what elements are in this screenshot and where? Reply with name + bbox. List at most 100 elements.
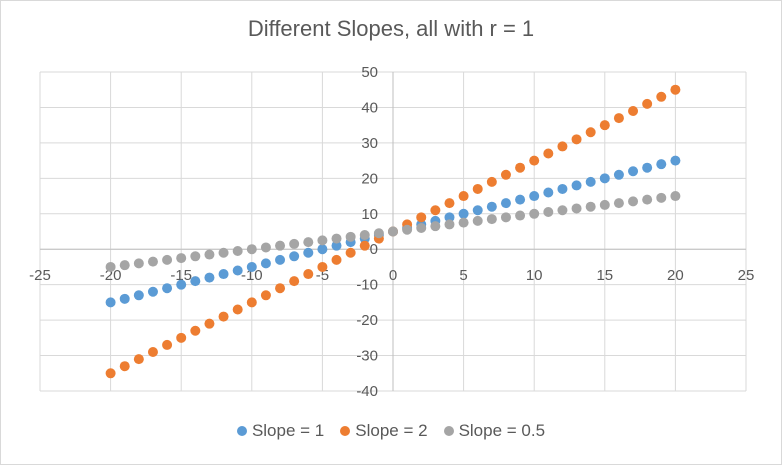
data-point (628, 196, 639, 207)
data-point (388, 226, 398, 237)
data-point (204, 272, 215, 283)
data-point (486, 214, 497, 225)
data-point (190, 325, 201, 336)
data-point (246, 244, 257, 255)
x-tick-label: -5 (316, 267, 329, 284)
data-point (642, 98, 653, 109)
data-point (373, 228, 384, 239)
legend-item: Slope = 0.5 (443, 421, 546, 441)
data-point (656, 159, 667, 170)
data-series (105, 84, 681, 379)
data-point (670, 191, 681, 202)
legend-marker (443, 426, 454, 436)
data-point (218, 247, 229, 258)
data-point (133, 258, 144, 269)
legend-label: Slope = 2 (355, 421, 428, 440)
data-point (218, 269, 229, 280)
legend-marker (340, 426, 351, 436)
data-point (232, 245, 243, 256)
data-point (656, 91, 667, 102)
series-3 (105, 191, 681, 272)
data-point (246, 297, 257, 308)
x-tick-label: 10 (526, 267, 543, 284)
data-point (119, 361, 130, 372)
data-point (176, 332, 187, 343)
data-point (444, 219, 455, 230)
legend-label: Slope = 0.5 (458, 421, 546, 440)
y-tick-label: 50 (361, 64, 378, 81)
data-point (557, 205, 568, 216)
data-point (486, 176, 497, 187)
data-point (331, 240, 342, 251)
data-point (416, 222, 427, 233)
data-point (430, 221, 441, 232)
data-point (246, 261, 257, 272)
data-point (345, 247, 356, 258)
data-point (656, 192, 667, 203)
data-point (571, 134, 582, 145)
y-tick-label: 20 (361, 170, 378, 187)
data-point (119, 293, 130, 304)
data-point (571, 203, 582, 214)
data-point (133, 354, 144, 365)
data-point (359, 240, 370, 251)
data-point (444, 212, 455, 223)
y-tick-label: -10 (356, 277, 378, 294)
data-point (133, 290, 144, 301)
x-tick-label: 15 (596, 267, 613, 284)
data-point (642, 162, 653, 173)
data-point (289, 251, 300, 262)
data-point (162, 339, 173, 350)
data-point (402, 224, 413, 235)
data-point (289, 276, 300, 287)
data-point (543, 187, 554, 198)
data-point (303, 247, 314, 258)
data-point (289, 238, 300, 249)
data-point (543, 207, 554, 218)
data-point (585, 127, 596, 138)
tick-labels: -25 -20 -15 -10 -5 0 5 10 15 20 25 -40 -30 -20 -10 0 10 2… (29, 64, 754, 400)
data-point (472, 183, 483, 194)
y-tick-label: -20 (356, 312, 378, 329)
data-point (317, 244, 328, 255)
data-point (642, 194, 653, 205)
legend: Slope = 1 Slope = 2 Slope = 0.5 (0, 421, 782, 441)
data-point (599, 120, 610, 131)
data-point (458, 191, 469, 202)
x-tick-label: -20 (100, 267, 122, 284)
data-point (105, 368, 116, 379)
data-point (571, 180, 582, 191)
legend-item: Slope = 1 (236, 421, 324, 441)
x-tick-label: 0 (389, 267, 397, 284)
x-tick-label: -10 (241, 267, 263, 284)
legend-marker (236, 426, 247, 436)
y-tick-label: 0 (370, 241, 378, 258)
data-point (147, 256, 158, 267)
data-point (190, 251, 201, 262)
x-tick-label: 20 (667, 267, 684, 284)
data-point (613, 169, 624, 180)
data-point (599, 199, 610, 210)
data-point (416, 212, 427, 223)
data-point (529, 191, 540, 202)
data-point (260, 290, 271, 301)
y-tick-label: 10 (361, 206, 378, 223)
data-point (176, 253, 187, 264)
y-tick-label: -40 (356, 383, 378, 400)
data-point (275, 283, 286, 294)
data-point (458, 208, 469, 219)
data-point (458, 217, 469, 228)
data-point (543, 148, 554, 159)
data-point (670, 155, 681, 166)
data-point (613, 198, 624, 209)
data-point (670, 84, 681, 95)
data-point (515, 162, 526, 173)
data-point (585, 201, 596, 212)
data-point (585, 176, 596, 187)
data-point (331, 254, 342, 265)
data-point (190, 276, 201, 287)
data-point (500, 212, 511, 223)
data-point (162, 283, 173, 294)
data-point (176, 279, 187, 290)
